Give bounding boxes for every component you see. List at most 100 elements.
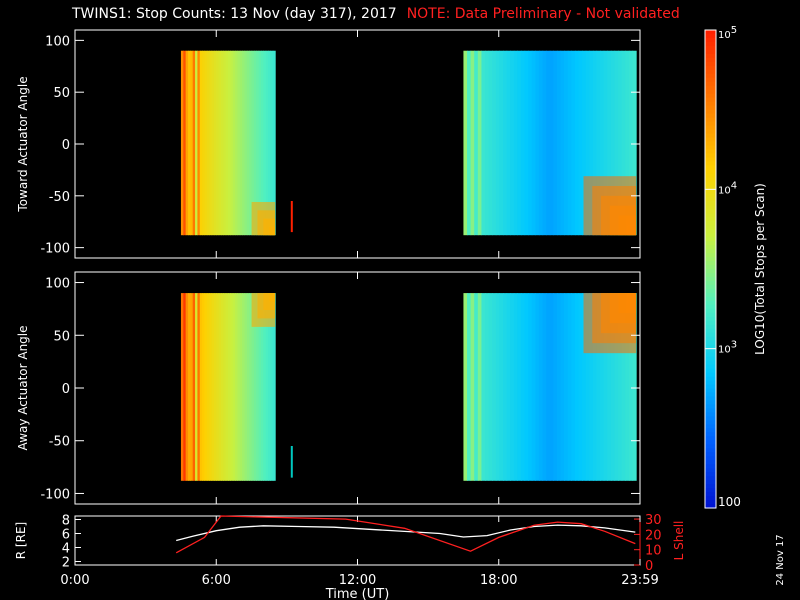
heatmap-column xyxy=(474,293,479,481)
colorbar-segment xyxy=(705,161,716,167)
heatmap-column xyxy=(463,50,468,236)
colorbar-segment xyxy=(705,105,716,111)
colorbar-segment xyxy=(705,113,716,119)
heatmap-column xyxy=(610,50,616,236)
colorbar-segment xyxy=(705,89,716,95)
heatmap-column xyxy=(481,293,486,481)
heatmap-column xyxy=(256,293,260,481)
heatmap-column xyxy=(567,293,572,481)
colorbar-segment xyxy=(705,388,716,394)
heatmap-column xyxy=(470,293,475,481)
colorbar-segment xyxy=(705,205,716,210)
colorbar-segment xyxy=(705,133,716,139)
heatmap-column xyxy=(560,293,565,481)
heatmap-column xyxy=(607,50,612,236)
heatmap-column xyxy=(218,50,222,236)
heatmap-column xyxy=(628,50,634,236)
heatmap-column xyxy=(223,293,227,481)
colorbar-segment xyxy=(705,181,716,186)
heatmap-column xyxy=(213,293,217,481)
heatmap-column xyxy=(225,293,229,481)
colorbar-segment xyxy=(705,30,716,35)
heatmap-column xyxy=(528,50,533,236)
heatmap-column xyxy=(204,50,208,236)
colorbar-segment xyxy=(705,356,716,362)
colorbar-segment xyxy=(705,65,716,71)
colorbar-segment xyxy=(705,468,716,473)
colorbar-segment xyxy=(705,352,716,358)
heatmap-column xyxy=(485,50,490,236)
colorbar-segment xyxy=(705,97,716,103)
heatmap-column xyxy=(528,293,533,481)
colorbar-segment xyxy=(705,245,716,250)
heatmap-column xyxy=(242,50,246,236)
heatmap-column xyxy=(549,50,554,236)
colorbar-segment xyxy=(705,288,716,294)
colorbar-segment xyxy=(705,41,716,47)
y-tick-label: 0 xyxy=(62,382,70,397)
colorbar-segment xyxy=(705,464,716,469)
heatmap-column xyxy=(246,50,250,236)
heatmap-column xyxy=(492,293,497,481)
heatmap-column xyxy=(211,293,215,481)
colorbar-segment xyxy=(705,77,716,83)
colorbar-segment xyxy=(705,392,716,398)
heatmap-column xyxy=(188,293,191,481)
heatmap-column xyxy=(467,293,472,481)
heatmap-column xyxy=(632,293,637,481)
colorbar-segment xyxy=(705,460,716,465)
colorbar-segment xyxy=(705,117,716,123)
heatmap-column xyxy=(592,293,598,481)
heatmap-column xyxy=(610,293,616,481)
series-r-line xyxy=(176,524,636,542)
colorbar-segment xyxy=(705,336,716,342)
colorbar-segment xyxy=(705,241,716,246)
colorbar-segment xyxy=(705,57,716,63)
heatmap-column xyxy=(270,50,274,236)
heatmap-column xyxy=(628,293,634,481)
heatmap-column xyxy=(524,50,529,236)
heatmap-column xyxy=(232,293,236,481)
colorbar-segment xyxy=(705,109,716,115)
y-tick-label: 0 xyxy=(62,138,70,153)
heatmap-column xyxy=(216,50,220,236)
heatmap-column xyxy=(249,50,253,236)
colorbar-segment xyxy=(705,213,716,218)
colorbar-segment xyxy=(705,37,716,43)
colorbar-segment xyxy=(705,85,716,91)
colorbar-segment xyxy=(705,53,716,59)
heatmap-column xyxy=(180,50,184,236)
heatmap-column xyxy=(503,50,508,236)
y-tick-label: -100 xyxy=(40,242,70,257)
heatmap-column xyxy=(517,50,522,236)
colorbar-segment xyxy=(705,424,716,429)
heatmap-column xyxy=(202,293,206,481)
colorbar-segment xyxy=(705,61,716,67)
y-tick-label: 8 xyxy=(62,514,70,529)
heatmap-column xyxy=(578,50,583,236)
colorbar-segment xyxy=(705,488,716,493)
heatmap-column xyxy=(585,50,590,236)
colorbar-segment xyxy=(705,476,716,481)
preliminary-note: NOTE: Data Preliminary - Not validated xyxy=(406,6,680,22)
y-tick-label: 100 xyxy=(45,34,70,49)
colorbar-segment xyxy=(705,121,716,127)
heatmap-column xyxy=(621,50,626,236)
colorbar-segment xyxy=(705,253,716,258)
colorbar-segment xyxy=(705,408,716,413)
heatmap-column xyxy=(549,293,554,481)
y-axis-label-left: R [RE] xyxy=(14,522,28,559)
heatmap-column xyxy=(228,293,231,481)
colorbar-segment xyxy=(705,193,716,198)
heatmap-column xyxy=(567,50,572,236)
y-axis-label: Toward Actuator Angle xyxy=(16,76,30,212)
heatmap-column xyxy=(202,50,206,236)
colorbar-segment xyxy=(705,201,716,206)
heatmap-strip xyxy=(290,201,293,233)
colorbar-segment xyxy=(705,185,716,190)
x-axis-label: Time (UT) xyxy=(325,587,390,600)
colorbar-segment xyxy=(705,276,716,282)
colorbar-segment xyxy=(705,296,716,302)
heatmap-column xyxy=(607,293,612,481)
heatmap-column xyxy=(614,293,619,481)
